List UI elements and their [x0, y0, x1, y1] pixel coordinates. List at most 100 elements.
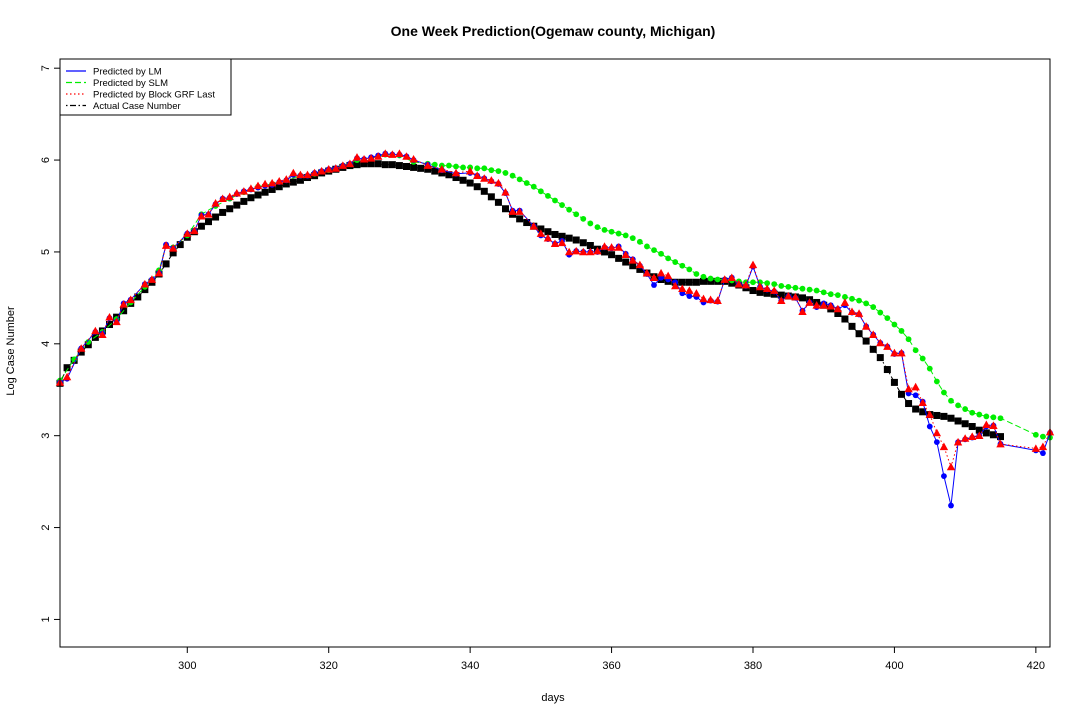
slm-point: [813, 287, 820, 294]
slm-point: [926, 365, 933, 372]
grf-point: [183, 229, 192, 237]
grf-point: [529, 222, 538, 230]
series-3: [55, 149, 1055, 471]
grf-point: [911, 382, 920, 391]
plot-frame: [59, 58, 1051, 648]
grf-point: [932, 428, 942, 437]
actual-point: [134, 293, 142, 301]
grf-point: [671, 281, 680, 290]
grf-point: [720, 275, 729, 283]
actual-point: [417, 164, 425, 172]
grf-point: [847, 307, 857, 316]
lm-point: [651, 282, 657, 288]
slm-point: [523, 180, 530, 186]
slm-point: [608, 228, 615, 235]
slm-point: [750, 279, 756, 286]
slm-point: [453, 163, 459, 170]
slm-point: [778, 283, 785, 289]
actual-point: [608, 251, 616, 259]
actual-point: [106, 321, 113, 329]
grf-point: [706, 295, 715, 304]
grf-point: [656, 268, 666, 277]
actual-point: [162, 260, 170, 268]
slm-point: [658, 250, 664, 257]
actual-point: [586, 242, 594, 250]
actual-point: [890, 378, 898, 386]
grf-point: [890, 348, 899, 357]
grf-point: [345, 159, 355, 168]
actual-point: [982, 429, 990, 437]
actual-point: [565, 234, 573, 242]
actual-point: [445, 171, 453, 179]
grf-point: [366, 154, 376, 162]
actual-point: [226, 205, 234, 213]
slm-point: [460, 164, 466, 171]
slm-point: [700, 273, 707, 280]
grf-point: [699, 294, 708, 303]
grf-point: [593, 246, 602, 255]
grf-point: [260, 179, 270, 188]
axes-layer: 300 320 340 360 380 400 420 1 2 3 4 5 6 7: [40, 58, 1051, 672]
grf-point: [105, 312, 114, 321]
actual-point: [544, 228, 552, 236]
grf-point: [338, 161, 348, 169]
slm-point: [919, 355, 926, 362]
slm-point: [580, 215, 587, 222]
actual-point: [494, 198, 502, 206]
slm-point: [948, 397, 954, 404]
slm-point: [1040, 433, 1046, 440]
actual-point: [516, 215, 524, 223]
actual-point: [240, 197, 248, 205]
slm-point: [707, 275, 714, 282]
grf-point: [409, 154, 418, 163]
y-tick-label: 4: [40, 341, 52, 347]
slm-point: [622, 232, 629, 239]
grf-point: [388, 150, 397, 158]
grf-point: [939, 442, 949, 451]
actual-point: [841, 315, 849, 323]
grf-point: [663, 271, 673, 280]
grf-point: [246, 184, 256, 192]
slm-point: [85, 339, 92, 345]
actual-point: [403, 162, 410, 170]
slm-point: [955, 402, 961, 409]
grf-point: [635, 260, 645, 269]
slm-point: [651, 247, 657, 254]
actual-point: [233, 201, 241, 209]
slm-point: [545, 192, 551, 199]
slm-point: [962, 406, 969, 412]
actual-point: [502, 205, 509, 213]
legend-label: Predicted by SLM: [93, 78, 168, 89]
grf-point: [713, 296, 722, 304]
grf-point: [755, 282, 765, 291]
grf-point: [480, 174, 489, 182]
actual-point: [997, 433, 1004, 441]
grf-point: [642, 268, 652, 277]
actual-point: [360, 160, 368, 168]
slm-point: [686, 266, 693, 273]
y-tick-label: 7: [40, 65, 52, 71]
grf-point: [649, 273, 659, 282]
slm-point: [679, 262, 686, 269]
slm-point: [693, 271, 700, 277]
actual-point: [629, 262, 637, 270]
slm-point: [431, 161, 438, 168]
grf-point: [352, 153, 362, 161]
slm-point: [601, 226, 608, 233]
actual-point: [219, 208, 227, 216]
grf-point: [508, 207, 517, 215]
series-line: [59, 153, 1051, 469]
actual-point: [551, 230, 559, 238]
slm-point: [587, 220, 594, 227]
grf-point: [876, 338, 885, 347]
actual-point: [749, 287, 757, 295]
grf-point: [685, 286, 694, 294]
grf-point: [564, 247, 574, 256]
series-layer: [55, 149, 1055, 509]
grf-point: [805, 298, 814, 306]
actual-point: [975, 426, 983, 434]
slm-point: [912, 347, 919, 354]
grf-point: [953, 437, 963, 446]
actual-point: [947, 414, 955, 422]
grf-point: [310, 168, 319, 177]
